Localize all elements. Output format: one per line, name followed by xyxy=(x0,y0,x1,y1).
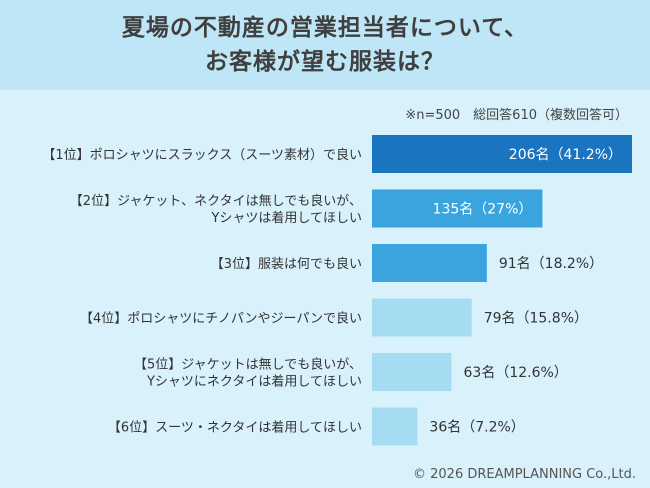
value-label: 135名（27%） xyxy=(433,202,533,218)
category-label: 【5位】ジャケットは無しでも良いが、 xyxy=(134,357,362,373)
bar xyxy=(372,135,632,173)
bar xyxy=(372,298,472,337)
category-label: 【6位】スーツ・ネクタイは着用してほしい xyxy=(108,420,362,436)
value-label: 91名（18.2%） xyxy=(499,256,603,272)
chart-title-line-2: お客様が望む服装は？ xyxy=(205,49,445,75)
category-label: Yシャツは着用してほしい xyxy=(210,210,362,226)
bar xyxy=(372,189,543,228)
chart-header: 夏場の不動産の営業担当者について、 お客様が望む服装は？ xyxy=(0,0,650,90)
chart-title-line-1: 夏場の不動産の営業担当者について、 xyxy=(121,15,529,41)
category-label: 【4位】ポロシャツにチノパンやジーパンで良い xyxy=(80,311,362,327)
bar xyxy=(372,244,487,282)
copyright: © 2026 DREAMPLANNING Co.,Ltd. xyxy=(413,467,636,482)
value-label: 79名（15.8%） xyxy=(484,311,588,327)
category-label: Yシャツにネクタイは着用してほしい xyxy=(146,374,362,390)
category-label: 【3位】服装は何でも良い xyxy=(211,256,362,272)
value-label: 206名（41.2%） xyxy=(509,147,622,163)
sample-note: ※n=500 総回答610（複数回答可） xyxy=(405,108,628,123)
value-label: 36名（7.2%） xyxy=(429,420,524,436)
category-label: 【2位】ジャケット、ネクタイは無しでも良いが、 xyxy=(70,193,362,209)
bar xyxy=(372,353,452,391)
category-label: 【1位】ポロシャツにスラックス（スーツ素材）で良い xyxy=(42,147,362,163)
bar xyxy=(372,407,418,446)
value-label: 63名（12.6%） xyxy=(464,365,568,381)
